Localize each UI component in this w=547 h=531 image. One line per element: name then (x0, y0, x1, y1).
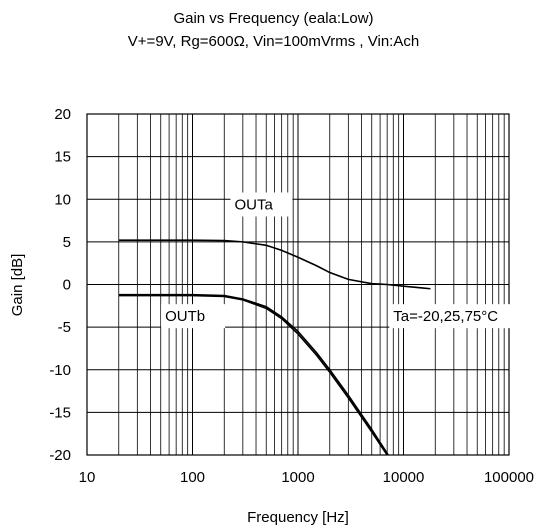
annotation-label: OUTb (165, 308, 205, 325)
y-tick-label: -10 (49, 362, 71, 379)
y-tick-label: 15 (54, 149, 71, 166)
tick-labels: 20 15 10 5 0 -5 -10 -15 -20 10 100 1000 10000 100000 (49, 106, 534, 486)
y-tick-label: 10 (54, 191, 71, 208)
annotation-label: Ta=-20,25,75°C (393, 308, 498, 325)
chart-title: Gain vs Frequency (eala:Low) (173, 10, 374, 27)
series-line-2 (118, 294, 389, 455)
y-tick-label: 20 (54, 106, 71, 123)
y-tick-label: -20 (49, 447, 71, 464)
grid (86, 113, 510, 456)
x-tick-label: 100 (180, 469, 205, 486)
x-tick-label: 100000 (484, 469, 534, 486)
plot-frame (86, 113, 510, 456)
y-tick-label: -15 (49, 404, 71, 421)
annotation-box (230, 192, 293, 217)
annotation-box (389, 304, 547, 329)
y-tick-label: 5 (63, 234, 71, 251)
x-tick-label: 10 (79, 469, 96, 486)
chart-subtitle: V+=9V, Rg=600Ω, Vin=100mVrms , Vin:Ach (127, 33, 420, 50)
y-axis-label: Gain [dB] (9, 254, 26, 317)
y-tick-label: -5 (58, 319, 71, 336)
y-tick-label: 0 (63, 277, 71, 294)
series-line-1 (118, 239, 431, 290)
curves (118, 239, 431, 455)
series-line-3 (118, 293, 389, 455)
x-tick-label: 1000 (281, 469, 314, 486)
x-axis-label: Frequency [Hz] (247, 509, 349, 526)
annotations: OUTa OUTb Ta=-20,25,75°C (161, 192, 547, 329)
annotation-label: OUTa (234, 196, 273, 213)
annotation-box (161, 304, 226, 329)
x-tick-label: 10000 (383, 469, 425, 486)
